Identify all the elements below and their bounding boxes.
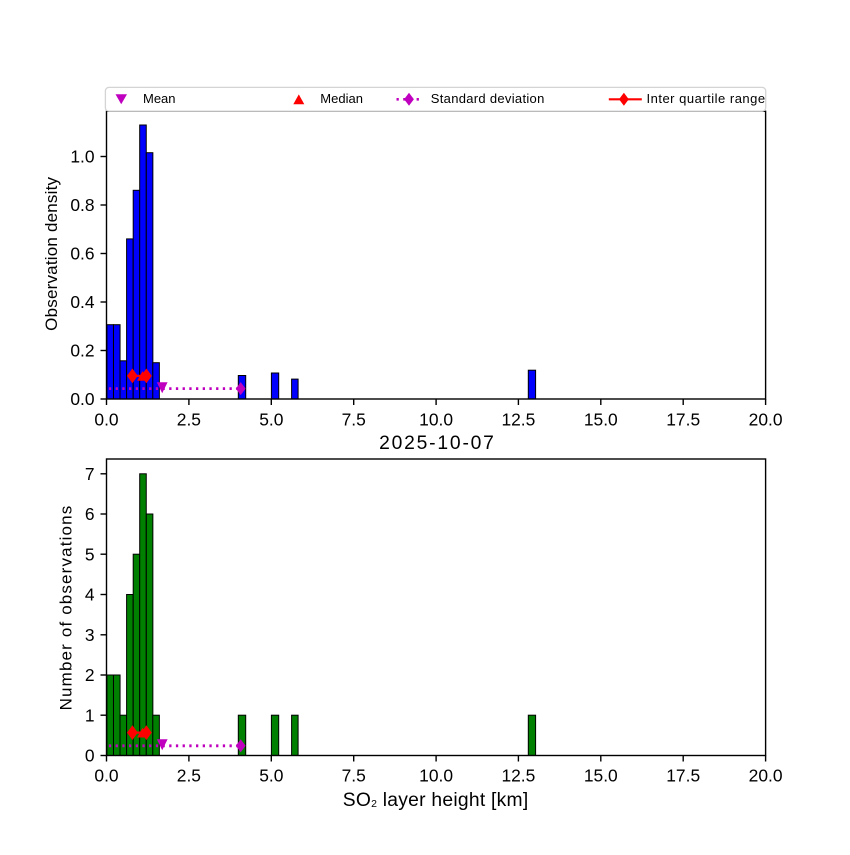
svg-text:7: 7 <box>85 464 95 484</box>
svg-text:SO2 layer height [km]: SO2 layer height [km] <box>343 790 529 811</box>
svg-text:0.6: 0.6 <box>70 244 94 264</box>
svg-text:Observation density: Observation density <box>42 176 61 330</box>
svg-text:7.5: 7.5 <box>342 410 366 430</box>
svg-text:0.0: 0.0 <box>70 389 94 409</box>
svg-text:Mean: Mean <box>143 91 176 106</box>
svg-text:17.5: 17.5 <box>666 766 700 786</box>
svg-text:0.0: 0.0 <box>94 410 118 430</box>
svg-text:0.4: 0.4 <box>70 292 95 312</box>
svg-text:15.0: 15.0 <box>584 410 618 430</box>
svg-text:6: 6 <box>85 504 95 524</box>
svg-text:12.5: 12.5 <box>501 410 535 430</box>
svg-text:2.5: 2.5 <box>177 766 201 786</box>
svg-text:Number of observations: Number of observations <box>57 505 76 711</box>
svg-text:10.0: 10.0 <box>419 766 453 786</box>
svg-text:20.0: 20.0 <box>749 410 783 430</box>
svg-text:0: 0 <box>85 746 95 766</box>
svg-text:5.0: 5.0 <box>259 410 283 430</box>
svg-text:0.2: 0.2 <box>70 341 94 361</box>
svg-text:4: 4 <box>85 585 95 605</box>
svg-text:15.0: 15.0 <box>584 766 618 786</box>
svg-text:7.5: 7.5 <box>342 766 366 786</box>
svg-text:10.0: 10.0 <box>419 410 453 430</box>
svg-text:2: 2 <box>85 665 95 685</box>
svg-text:17.5: 17.5 <box>666 410 700 430</box>
svg-text:1: 1 <box>85 705 95 725</box>
svg-text:20.0: 20.0 <box>749 766 783 786</box>
svg-text:5: 5 <box>85 544 95 564</box>
svg-text:0.0: 0.0 <box>94 766 118 786</box>
svg-text:5.0: 5.0 <box>259 766 283 786</box>
svg-text:1.0: 1.0 <box>70 147 94 167</box>
svg-text:2025-10-07: 2025-10-07 <box>379 433 496 454</box>
svg-text:2.5: 2.5 <box>177 410 201 430</box>
svg-text:Median: Median <box>320 91 363 106</box>
svg-text:0.8: 0.8 <box>70 195 94 215</box>
svg-text:Inter quartile range: Inter quartile range <box>647 91 766 106</box>
svg-text:3: 3 <box>85 625 95 645</box>
svg-text:Standard deviation: Standard deviation <box>431 91 545 106</box>
svg-text:12.5: 12.5 <box>501 766 535 786</box>
